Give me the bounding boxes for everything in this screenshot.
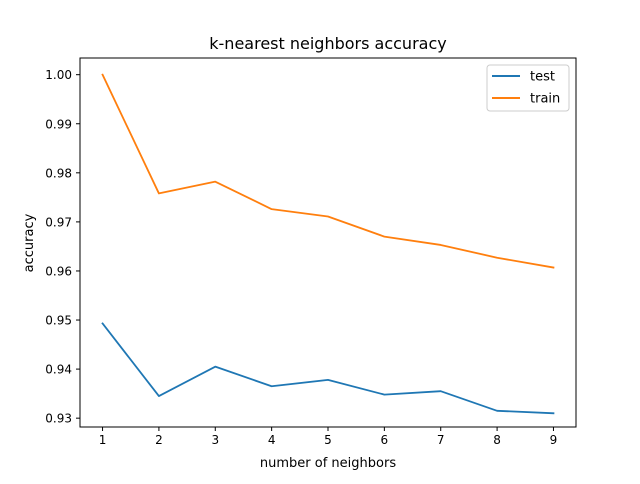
y-tick-label: 0.97 xyxy=(45,215,72,229)
legend-label-test: test xyxy=(530,70,555,85)
x-tick-label: 1 xyxy=(99,433,107,447)
series-line-test xyxy=(101,322,555,415)
y-axis-ticks: 0.93 0.94 0.95 0.96 0.97 0.98 0.99 1.00 xyxy=(45,68,80,426)
x-tick-label: 6 xyxy=(381,433,389,447)
x-tick-label: 5 xyxy=(324,433,332,447)
y-tick-label: 0.94 xyxy=(45,363,72,377)
x-axis-ticks: 1 2 3 4 5 6 7 8 9 xyxy=(99,427,558,447)
plot-area: 1 2 3 4 5 6 7 8 9 0.93 0.94 0.95 0.96 0.97 0.98 0.99 1.… xyxy=(45,57,577,447)
x-tick-label: 7 xyxy=(437,433,445,447)
x-tick-label: 3 xyxy=(211,433,219,447)
y-tick-label: 0.95 xyxy=(45,314,72,328)
chart-title: k-nearest neighbors accuracy xyxy=(209,34,446,53)
x-tick-label: 8 xyxy=(493,433,501,447)
axes-frame xyxy=(79,57,577,428)
legend: test train xyxy=(486,64,570,112)
y-tick-label: 1.00 xyxy=(45,68,72,82)
y-tick-label: 0.93 xyxy=(45,412,72,426)
y-axis-label: accuracy xyxy=(22,213,37,272)
y-tick-label: 0.96 xyxy=(45,264,72,278)
series-line-train xyxy=(101,73,555,269)
x-tick-label: 2 xyxy=(155,433,163,447)
x-tick-label: 9 xyxy=(550,433,558,447)
x-axis-label: number of neighbors xyxy=(260,456,396,471)
x-tick-label: 4 xyxy=(268,433,276,447)
legend-label-train: train xyxy=(530,92,560,107)
y-tick-label: 0.98 xyxy=(45,166,72,180)
series-lines xyxy=(101,73,555,415)
y-tick-label: 0.99 xyxy=(45,117,72,131)
